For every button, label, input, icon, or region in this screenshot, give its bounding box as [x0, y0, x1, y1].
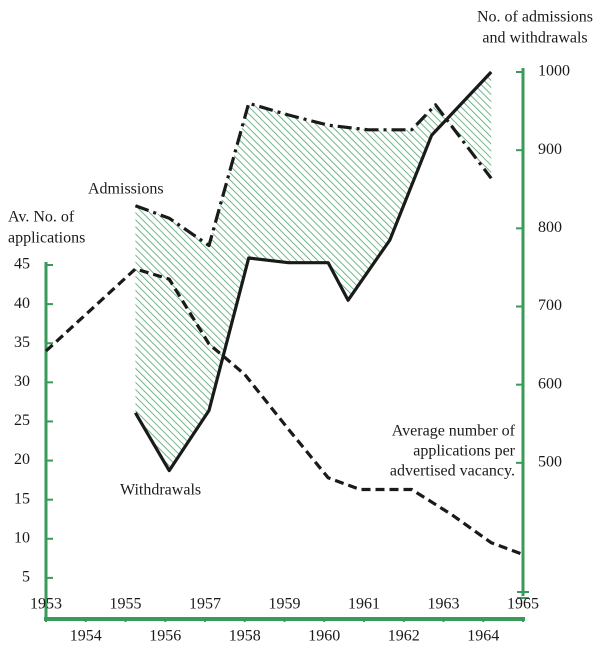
y-tick-label: 5 — [22, 569, 30, 586]
y-tick-label: 15 — [14, 490, 30, 507]
x-tick-label: 1965 — [507, 596, 539, 613]
fill-between — [135, 72, 492, 471]
y-tick-label: 30 — [14, 373, 30, 390]
series-line — [134, 101, 493, 248]
y-axis-label: Av. No. of — [8, 209, 75, 226]
x-tick-label: 1957 — [189, 596, 221, 613]
y-tick-label: 40 — [14, 295, 30, 312]
x-tick-label: 1954 — [70, 628, 102, 645]
x-tick-label: 1960 — [308, 628, 340, 645]
y-tick-label: 20 — [14, 451, 30, 468]
x-tick-label: 1964 — [467, 628, 499, 645]
series-line — [134, 70, 493, 473]
applications-label: advertised vacancy. — [390, 463, 515, 480]
y2-tick-label: 500 — [538, 454, 562, 471]
y2-tick-label: 600 — [538, 375, 562, 392]
y-tick-label: 10 — [14, 529, 30, 546]
x-tick-label: 1958 — [229, 628, 261, 645]
applications-label: Average number of — [392, 423, 516, 440]
x-tick-label: 1955 — [110, 596, 142, 613]
x-tick-label: 1959 — [269, 596, 301, 613]
x-tick-label: 1962 — [388, 628, 420, 645]
y2-axis-label: No. of admissions — [477, 9, 593, 26]
x-tick-label: 1956 — [149, 628, 181, 645]
y2-tick-label: 900 — [538, 141, 562, 158]
applications-label: applications per — [413, 443, 515, 460]
withdrawals-label: Withdrawals — [120, 482, 201, 499]
y-tick-label: 45 — [14, 256, 30, 273]
y-tick-label: 35 — [14, 334, 30, 351]
admissions-label: Admissions — [88, 181, 164, 198]
y-tick-label: 25 — [14, 412, 30, 429]
y2-tick-label: 800 — [538, 219, 562, 236]
y2-axis-label: and withdrawals — [482, 30, 587, 47]
series-line — [44, 267, 524, 556]
y-axis-label: applications — [8, 230, 85, 247]
y2-tick-label: 1000 — [538, 63, 570, 80]
x-tick-label: 1963 — [428, 596, 460, 613]
x-tick-label: 1953 — [30, 596, 62, 613]
y2-tick-label: 700 — [538, 297, 562, 314]
x-tick-label: 1961 — [348, 596, 380, 613]
